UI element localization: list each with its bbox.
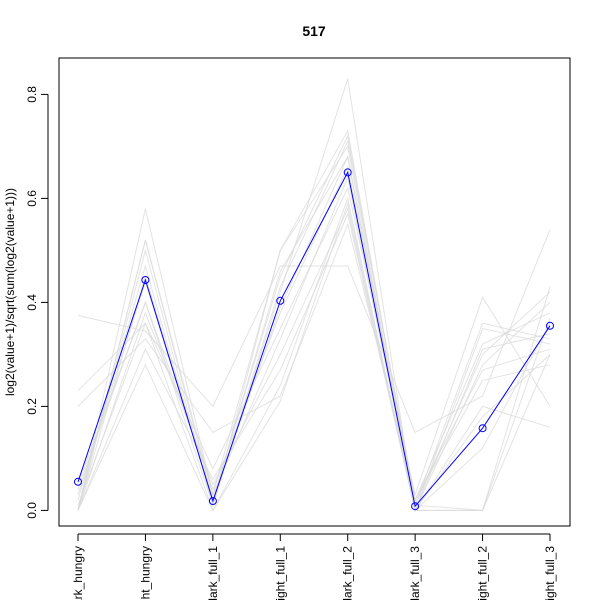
x-axis: dark_hungry light_hungry dark_full_1 light_… — [71, 533, 557, 600]
data-point — [411, 502, 420, 511]
series-line-background — [77, 186, 551, 497]
y-tick-label: 0.8 — [25, 86, 39, 103]
data-point — [546, 321, 554, 330]
chart-title: 517 — [302, 23, 326, 39]
series-line-highlight — [77, 170, 551, 508]
series-line-background — [77, 129, 551, 511]
y-axis: 0.0 0.2 0.4 0.6 0.8 — [25, 86, 49, 519]
series-line-background — [77, 212, 551, 512]
y-tick-label: 0.4 — [25, 294, 39, 311]
y-tick-label: 0.2 — [25, 398, 39, 415]
series-line-background — [77, 165, 551, 502]
x-tick-label: dark_full_1 — [206, 546, 220, 600]
x-tick-label: light_hungry — [138, 546, 152, 600]
highlight-series-group — [74, 168, 554, 511]
data-point — [208, 497, 217, 505]
data-point — [343, 168, 352, 177]
data-point — [276, 296, 285, 305]
x-tick-label: dark_hungry — [71, 546, 85, 600]
y-axis-label: log2(value+1)/sqrt(sum(log2(value+1))) — [3, 188, 17, 396]
x-tick-label: light_full_2 — [476, 546, 490, 600]
series-line-background — [77, 78, 551, 513]
x-tick-label: dark_full_2 — [341, 546, 355, 600]
x-tick-label: light_full_3 — [543, 546, 557, 600]
data-point — [74, 477, 82, 486]
series-line-background — [77, 196, 551, 512]
x-tick-label: dark_full_3 — [408, 546, 422, 600]
series-line-background — [77, 155, 551, 511]
y-tick-label: 0.6 — [25, 190, 39, 207]
series-line-background — [77, 229, 551, 434]
y-tick-label: 0.0 — [25, 502, 39, 519]
data-point — [141, 276, 150, 284]
background-series-group — [77, 78, 551, 513]
series-line-background — [77, 139, 551, 507]
series-line-background — [77, 175, 551, 512]
x-tick-label: light_full_1 — [273, 546, 287, 600]
series-line-background — [77, 145, 551, 512]
series-line-background — [77, 201, 551, 513]
plot-frame — [58, 57, 571, 527]
data-point — [478, 424, 487, 433]
